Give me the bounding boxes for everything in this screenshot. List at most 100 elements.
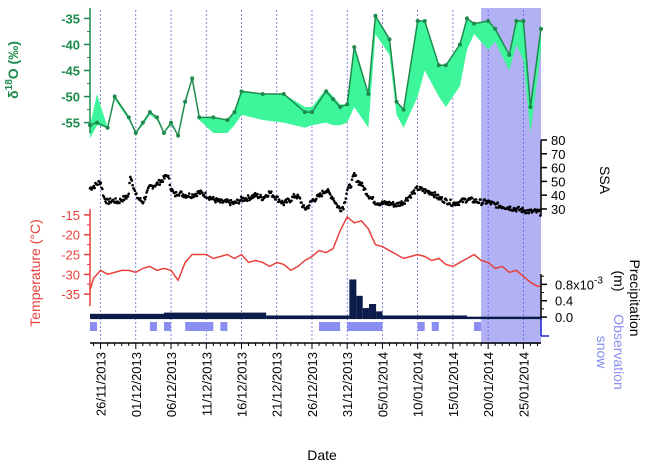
ssa-point xyxy=(256,192,259,196)
ssa-point xyxy=(436,193,440,197)
temperature-panel: -15 -20 -25 -30 -35 Temperature (°C) xyxy=(27,208,541,327)
ssa-point xyxy=(332,197,335,200)
ssa-point xyxy=(346,188,349,192)
temperature-series-line xyxy=(89,215,541,291)
ssa-point xyxy=(260,195,263,199)
ssa-point xyxy=(463,197,467,201)
ssa-point xyxy=(168,183,172,187)
snow-observation-mark xyxy=(319,322,341,331)
ssa-point xyxy=(339,209,343,213)
snow-axis-title-line1: Observation xyxy=(611,314,627,389)
d18o-point xyxy=(211,115,216,120)
d18o-point xyxy=(443,63,448,68)
ssa-point xyxy=(292,192,296,196)
d18o-point xyxy=(521,19,526,24)
snow-observation-mark xyxy=(474,322,482,331)
x-tick-label: 21/12/2013 xyxy=(270,352,285,417)
ssa-point xyxy=(523,209,527,213)
d18o-point xyxy=(422,19,427,24)
ssa-point xyxy=(174,190,178,194)
ssa-point xyxy=(484,199,487,202)
ssa-point xyxy=(413,192,417,195)
d18o-point xyxy=(415,19,420,24)
d18o-point xyxy=(260,91,265,96)
x-tick-label: 10/01/2014 xyxy=(411,352,426,417)
d18o-point xyxy=(486,19,491,24)
ssa-point xyxy=(103,197,107,201)
ssa-point xyxy=(342,207,345,211)
ssa-point xyxy=(344,197,348,200)
d18o-point xyxy=(281,91,286,96)
ssa-point xyxy=(354,174,358,177)
d18o-point xyxy=(161,131,166,135)
snow-observation-mark xyxy=(417,322,425,331)
ssa-point xyxy=(261,198,265,201)
d18o-range-band xyxy=(90,15,541,139)
ssa-point xyxy=(220,198,224,202)
ssa-point xyxy=(187,192,191,195)
precipitation-bar xyxy=(382,315,468,320)
ssa-point xyxy=(494,206,498,209)
ssa-point xyxy=(411,192,414,196)
ssa-point xyxy=(442,201,446,205)
ssa-point xyxy=(525,211,528,215)
ssa-point xyxy=(106,198,110,201)
ssa-point xyxy=(515,209,518,213)
ssa-point xyxy=(366,194,370,198)
d18o-tick-label: -40 xyxy=(61,37,80,52)
ssa-point xyxy=(122,198,126,202)
ssa-point xyxy=(445,198,448,202)
ssa-point xyxy=(406,199,410,202)
ssa-point xyxy=(479,198,482,201)
ssa-point xyxy=(133,189,137,193)
temperature-ticks: -15 -20 -25 -30 -35 xyxy=(61,208,90,302)
ssa-point xyxy=(371,195,375,199)
temperature-axis-title: Temperature (°C) xyxy=(27,219,43,327)
ssa-point xyxy=(239,198,242,202)
x-ticks: 26/11/2013 01/12/2013 06/12/2013 11/12/2013… xyxy=(93,343,538,417)
d18o-point xyxy=(324,89,329,94)
shaded-period xyxy=(481,8,541,344)
ssa-point xyxy=(394,204,398,208)
ssa-point xyxy=(380,200,384,203)
ssa-point xyxy=(246,199,249,203)
ssa-point xyxy=(282,203,286,207)
ssa-point xyxy=(398,204,402,207)
snow-axis-title-line2: snow xyxy=(594,336,610,370)
ssa-point xyxy=(391,202,394,206)
ssa-point xyxy=(433,190,437,194)
ssa-point xyxy=(114,197,117,200)
d18o-point xyxy=(539,26,543,31)
ssa-axis-title: SSA xyxy=(597,166,613,195)
ssa-point xyxy=(218,200,222,204)
ssa-point xyxy=(181,193,185,196)
ssa-point xyxy=(227,199,231,202)
ssa-point xyxy=(195,194,199,198)
precipitation-tick-label: 0.4 xyxy=(555,294,573,309)
precipitation-bar xyxy=(356,295,363,320)
ssa-point xyxy=(107,202,110,206)
ssa-point xyxy=(296,193,300,197)
ssa-point xyxy=(237,202,241,205)
ssa-point xyxy=(253,195,256,199)
ssa-point xyxy=(246,194,250,197)
ssa-point xyxy=(401,203,404,207)
ssa-point xyxy=(345,192,348,196)
ssa-point xyxy=(527,211,531,215)
snow-observation-mark xyxy=(431,322,439,331)
ssa-point xyxy=(474,198,478,201)
ssa-point xyxy=(128,181,131,185)
ssa-point xyxy=(273,195,276,199)
d18o-point xyxy=(154,115,159,120)
ssa-point xyxy=(412,189,416,192)
d18o-point xyxy=(309,110,314,115)
d18o-point xyxy=(366,91,371,96)
ssa-point xyxy=(213,199,217,202)
ssa-point xyxy=(415,185,419,188)
snow-observation-mark xyxy=(149,322,157,331)
precipitation-axis-unit: (m) xyxy=(611,271,627,292)
d18o-axis-title: δ18O (‰) xyxy=(4,41,21,99)
ssa-point xyxy=(166,174,170,178)
ssa-point xyxy=(434,193,438,197)
d18o-point xyxy=(387,37,392,42)
